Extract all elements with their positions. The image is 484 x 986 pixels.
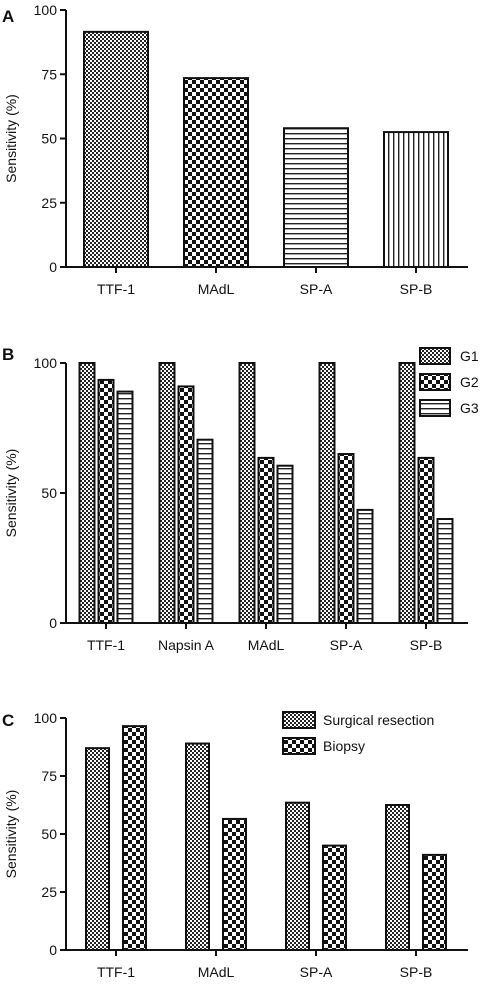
x-tick-label-b: MAdL xyxy=(248,637,285,653)
x-tick-label-b: Napsin A xyxy=(158,637,215,653)
legend-label-b: G1 xyxy=(460,348,479,364)
y-tick-label-b: 50 xyxy=(41,485,57,501)
panel-a: A Sensitivity (%) 0 25 50 75 100 TTF-1 MAdL SP-A S… xyxy=(2,2,468,297)
bar-b-g3-2 xyxy=(276,464,294,625)
bar-c-surgical-resection-2 xyxy=(285,801,310,951)
bar-b-g2-0 xyxy=(97,378,115,624)
x-tick-label-b: SP-A xyxy=(330,637,363,653)
bar-b-g3-3 xyxy=(356,508,374,624)
legend-label-b: G2 xyxy=(460,374,479,390)
bar-c-biopsy-2 xyxy=(322,844,347,951)
bar-b-g1-0 xyxy=(78,362,96,624)
legend-label-c: Surgical resection xyxy=(323,712,434,728)
bar-c-surgical-resection-3 xyxy=(385,804,410,951)
bar-c-biopsy-0 xyxy=(122,725,147,951)
y-tick-label-a: 25 xyxy=(41,195,57,211)
x-tick-label-b: SP-B xyxy=(410,637,443,653)
x-tick-label-a: SP-A xyxy=(300,281,333,297)
bar-b-g3-0 xyxy=(116,390,134,624)
bar-a-3 xyxy=(383,131,449,268)
legend-swatch-c xyxy=(282,711,316,729)
y-tick-label-a: 75 xyxy=(41,66,57,82)
legend-swatch-b xyxy=(419,373,451,391)
bar-b-g1-1 xyxy=(158,362,176,624)
y-axis-label-c: Sensitivity (%) xyxy=(3,790,19,879)
bar-b-g1-2 xyxy=(238,362,256,624)
bar-c-biopsy-1 xyxy=(222,817,247,951)
bar-a-1 xyxy=(183,77,249,269)
y-tick-label-b: 100 xyxy=(34,355,58,371)
bar-a-2 xyxy=(283,127,349,268)
x-tick-label-a: TTF-1 xyxy=(97,281,135,297)
bar-c-surgical-resection-0 xyxy=(85,747,110,951)
bar-b-g3-4 xyxy=(436,518,454,624)
x-tick-label-a: SP-B xyxy=(400,281,433,297)
x-tick-label-a: MAdL xyxy=(198,281,235,297)
x-tick-label-c: SP-B xyxy=(400,964,433,980)
bar-b-g2-2 xyxy=(257,456,275,624)
bar-b-g1-3 xyxy=(318,362,336,624)
legend-swatch-b xyxy=(419,347,451,365)
x-tick-label-c: SP-A xyxy=(300,964,333,980)
y-tick-label-c: 75 xyxy=(41,768,57,784)
bar-c-biopsy-3 xyxy=(422,853,447,952)
legend-swatch-c xyxy=(282,737,316,755)
bar-b-g1-4 xyxy=(398,362,416,624)
legend-label-b: G3 xyxy=(460,400,479,416)
x-tick-label-c: MAdL xyxy=(198,964,235,980)
panel-c: C Sensitivity (%) 0 25 50 75 100 TTF-1 MAdL SP-A S… xyxy=(2,710,468,980)
y-tick-label-b: 0 xyxy=(49,615,57,631)
x-tick-label-c: TTF-1 xyxy=(97,964,135,980)
y-tick-label-a: 100 xyxy=(34,2,58,18)
panel-letter-c: C xyxy=(2,711,14,730)
legend-label-c: Biopsy xyxy=(323,738,365,754)
legend-swatch-b xyxy=(419,399,451,417)
y-tick-label-a: 50 xyxy=(41,131,57,147)
bar-c-surgical-resection-1 xyxy=(185,742,210,952)
panel-letter-b: B xyxy=(2,345,14,364)
y-tick-label-c: 50 xyxy=(41,826,57,842)
panel-b: B Sensitivity (%) 0 50 100 TTF-1 Napsin A MAdL S… xyxy=(2,345,479,653)
bar-a-0 xyxy=(83,30,149,268)
bar-b-g3-1 xyxy=(196,438,214,625)
y-tick-label-c: 25 xyxy=(41,884,57,900)
x-tick-label-b: TTF-1 xyxy=(87,637,125,653)
bar-b-g2-1 xyxy=(177,385,195,624)
y-tick-label-a: 0 xyxy=(49,259,57,275)
y-axis-label-a: Sensitivity (%) xyxy=(3,94,19,183)
y-tick-label-c: 0 xyxy=(49,942,57,958)
y-tick-label-c: 100 xyxy=(34,710,58,726)
bar-b-g2-3 xyxy=(337,453,355,624)
y-axis-label-b: Sensitivity (%) xyxy=(3,449,19,538)
bar-b-g2-4 xyxy=(417,456,435,624)
panel-letter-a: A xyxy=(2,7,14,26)
